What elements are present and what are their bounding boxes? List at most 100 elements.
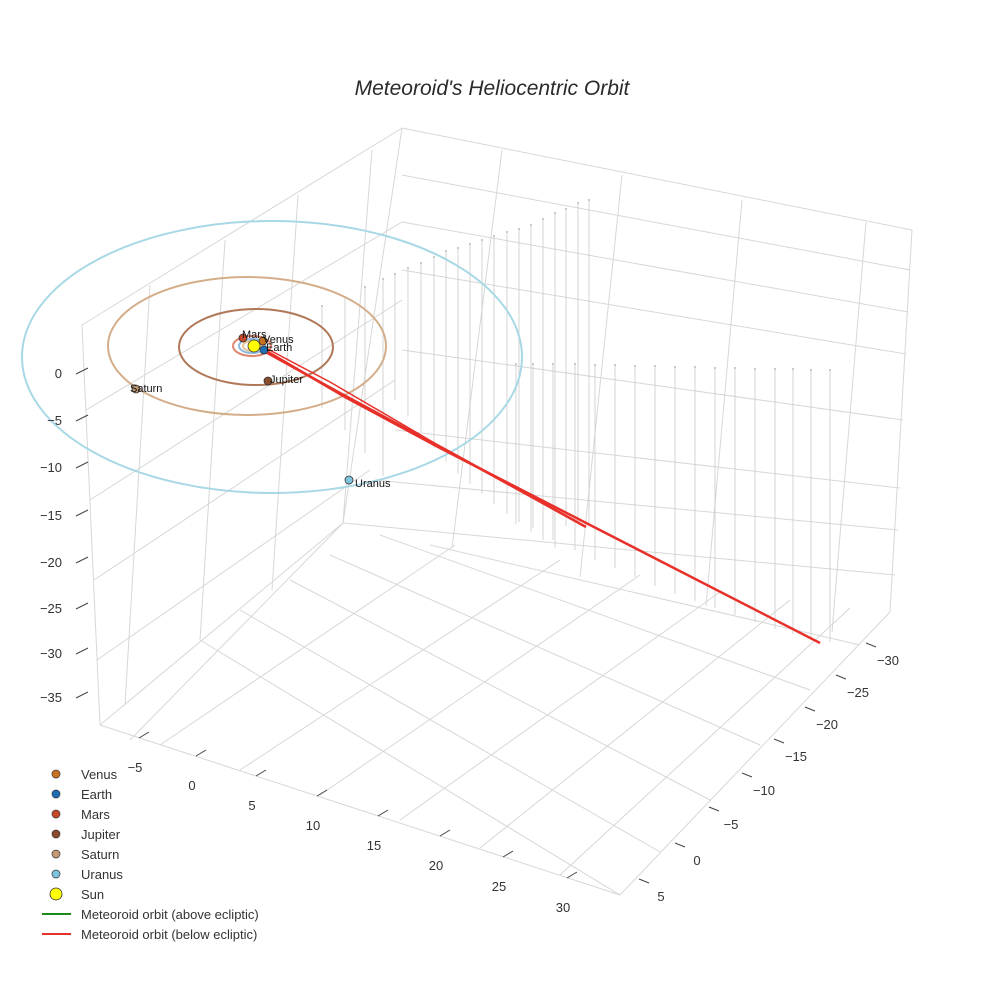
- meteoroid-orbit-below-3: [261, 345, 579, 523]
- legend-marker: [51, 809, 61, 819]
- y-tick-mark: [835, 674, 847, 680]
- meteoroid-orbit-paths: [261, 345, 821, 645]
- drop-line-top: [554, 212, 556, 214]
- drop-line-top: [506, 231, 508, 233]
- x-tick-label: 20: [429, 858, 443, 873]
- legend-marker: [51, 789, 61, 799]
- y-tick-label: −10: [753, 783, 775, 798]
- legend-label: Uranus: [81, 867, 123, 882]
- y-tick-mark: [708, 806, 720, 812]
- drop-line-top: [493, 235, 495, 237]
- legend-marker: [51, 849, 61, 859]
- z-tick-mark: [75, 556, 89, 564]
- z-tick-label: −20: [40, 555, 62, 570]
- legend-label: Meteoroid orbit (above ecliptic): [81, 907, 259, 922]
- planet-orbits: [21, 220, 523, 494]
- legend-item[interactable]: Uranus: [51, 867, 123, 882]
- drop-line-top: [394, 273, 396, 275]
- orbit-jupiter: [178, 308, 334, 386]
- drop-line-top: [614, 364, 616, 366]
- drop-line-top: [321, 305, 323, 307]
- legend[interactable]: Venus Earth Mars Jupiter Saturn Uranus Sun Mete…: [42, 767, 259, 942]
- y-tick-mark: [674, 842, 686, 848]
- y-tick-mark: [773, 738, 785, 744]
- drop-line-top: [445, 250, 447, 252]
- legend-label: Earth: [81, 787, 112, 802]
- drop-line-top: [734, 367, 736, 369]
- legend-item[interactable]: Mars: [51, 807, 110, 822]
- meteoroid-orbit-below-2: [267, 350, 821, 645]
- meteoroid-drop-lines: [321, 199, 831, 642]
- drop-line-top: [574, 363, 576, 365]
- sun-marker: [247, 339, 261, 353]
- jupiter-marker: [263, 376, 273, 386]
- z-tick-label: −10: [40, 460, 62, 475]
- venus-label: Venus: [263, 334, 294, 346]
- drop-line-top: [654, 365, 656, 367]
- x-tick-label: 30: [556, 900, 570, 915]
- y-tick-mark: [741, 772, 753, 778]
- legend-item[interactable]: Saturn: [51, 847, 119, 862]
- drop-line-top: [634, 365, 636, 367]
- x-tick-mark: [195, 749, 207, 757]
- drop-line-top: [792, 368, 794, 370]
- saturn-label: Saturn: [130, 383, 162, 395]
- y-tick-mark: [638, 878, 650, 884]
- z-tick-mark: [75, 509, 89, 517]
- drop-line-top: [774, 368, 776, 370]
- venus-marker: [258, 336, 268, 346]
- orbit-uranus: [21, 220, 523, 494]
- y-tick-mark: [865, 642, 877, 648]
- saturn-marker: [131, 384, 141, 394]
- x-axis-ticks: −5 0 5 10 15 20 25 30: [128, 731, 578, 915]
- y-tick-label: −5: [724, 817, 739, 832]
- legend-marker: [51, 769, 61, 779]
- drop-line-top: [674, 366, 676, 368]
- legend-item[interactable]: Meteoroid orbit (below ecliptic): [42, 927, 257, 942]
- z-tick-label: −35: [40, 690, 62, 705]
- drop-line-top: [588, 199, 590, 201]
- uranus-marker: [344, 475, 354, 485]
- legend-item[interactable]: Sun: [49, 887, 104, 902]
- legend-item[interactable]: Meteoroid orbit (above ecliptic): [42, 907, 259, 922]
- legend-item[interactable]: Jupiter: [51, 827, 121, 842]
- drop-line-top: [407, 267, 409, 269]
- y-tick-label: 5: [657, 889, 664, 904]
- x-tick-label: 25: [492, 879, 506, 894]
- drop-line-top: [469, 243, 471, 245]
- drop-line-top: [577, 202, 579, 204]
- y-tick-mark: [804, 706, 816, 712]
- y-tick-label: 0: [693, 853, 700, 868]
- y-tick-label: −20: [816, 717, 838, 732]
- x-tick-mark: [138, 731, 150, 739]
- drop-line-top: [754, 368, 756, 370]
- x-tick-mark: [502, 850, 514, 858]
- z-tick-mark: [75, 691, 89, 699]
- x-tick-label: 15: [367, 838, 381, 853]
- orbit-mars: [232, 335, 272, 357]
- legend-label: Jupiter: [81, 827, 121, 842]
- z-axis-ticks: 0 −5 −10 −15 −20 −25 −30 −35: [40, 366, 89, 705]
- drop-line-top: [552, 363, 554, 365]
- chart-title: Meteoroid's Heliocentric Orbit: [355, 77, 631, 100]
- y-axis-ticks: −30 −25 −20 −15 −10 −5 0 5: [638, 642, 899, 904]
- drop-line-top: [457, 247, 459, 249]
- z-tick-mark: [75, 461, 89, 469]
- uranus-label: Uranus: [355, 478, 391, 490]
- drop-line-top: [542, 218, 544, 220]
- z-tick-mark: [75, 647, 89, 655]
- axis-grid: [81, 127, 913, 896]
- drop-line-top: [518, 228, 520, 230]
- x-tick-mark: [566, 871, 578, 879]
- legend-marker: [49, 887, 63, 901]
- legend-item[interactable]: Earth: [51, 787, 112, 802]
- x-tick-label: 10: [306, 818, 320, 833]
- x-tick-mark: [255, 769, 267, 777]
- drop-line-top: [481, 239, 483, 241]
- drop-line-top: [810, 369, 812, 371]
- legend-item[interactable]: Venus: [51, 767, 118, 782]
- z-tick-mark: [75, 367, 89, 375]
- x-tick-label: −5: [128, 760, 143, 775]
- x-tick-mark: [439, 829, 451, 837]
